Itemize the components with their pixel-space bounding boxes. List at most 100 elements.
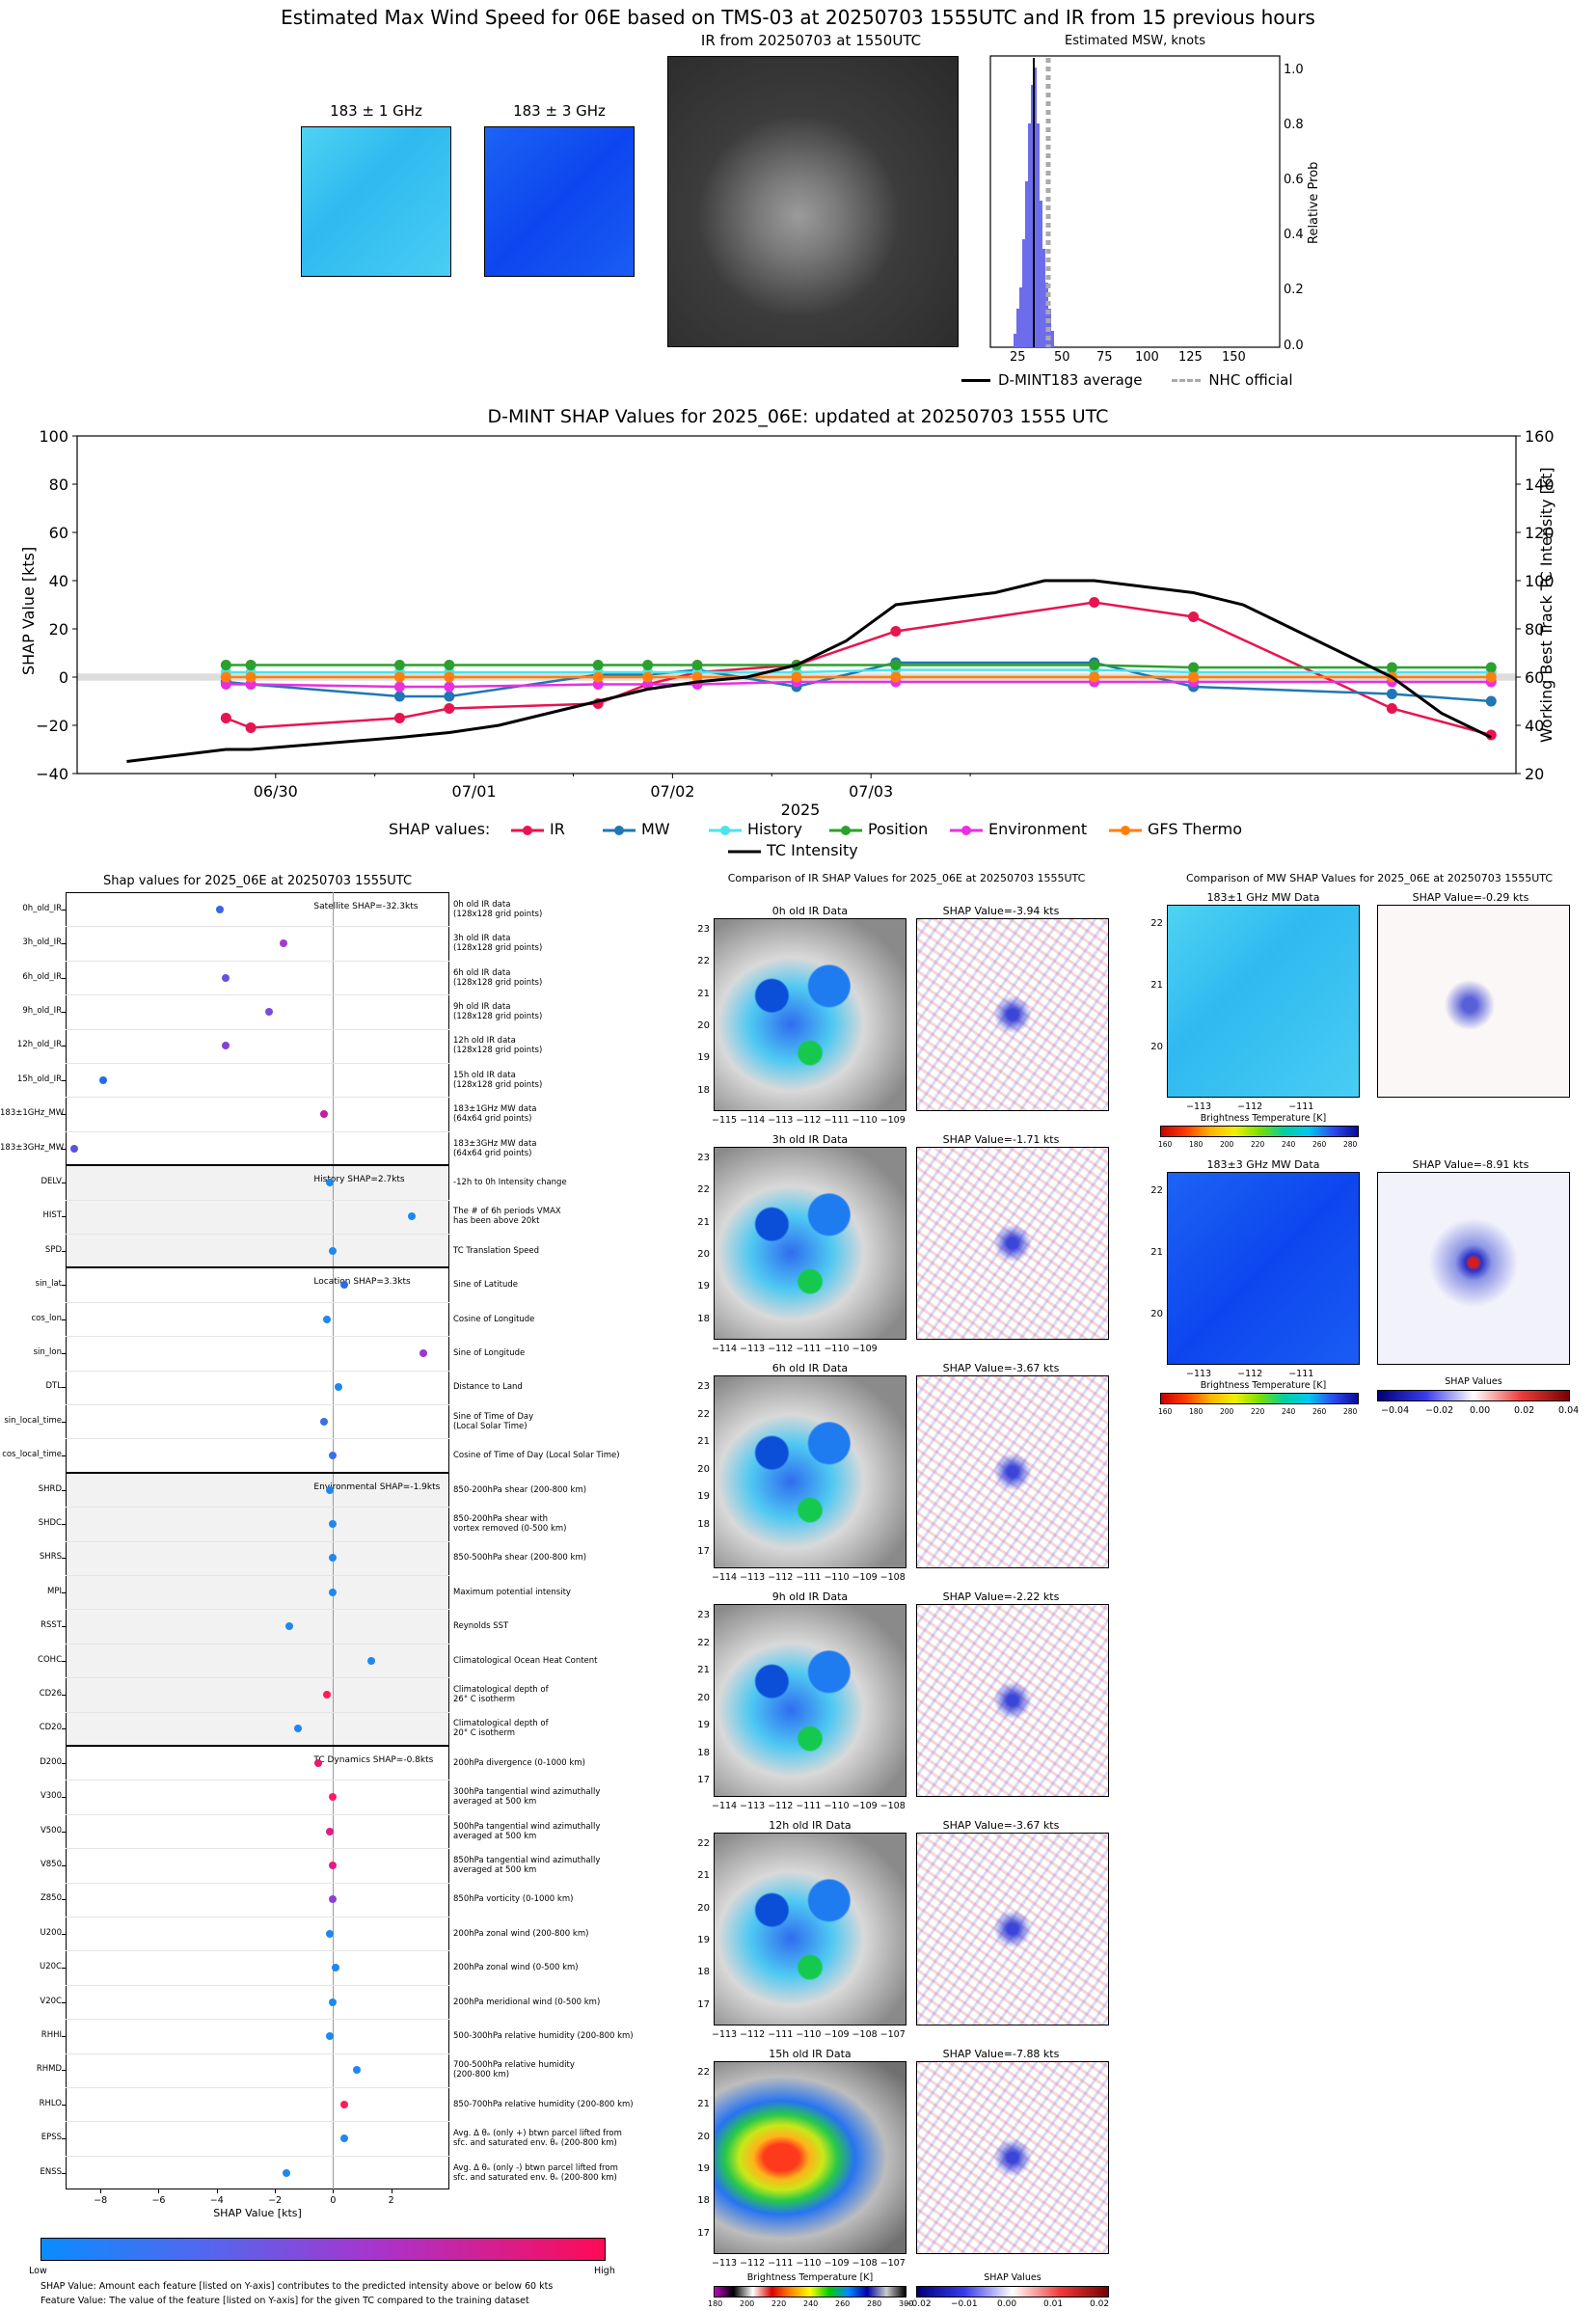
feature-tick: [62, 1250, 66, 1252]
series-point-ir: [393, 713, 405, 723]
feature-dot: [221, 1042, 230, 1050]
feature-dot: [329, 1554, 338, 1563]
ir-image: [667, 56, 959, 347]
feature-description: 183±1GHz MW data (64x64 grid points): [453, 1104, 537, 1125]
ir-shap-tick: 0.02: [1090, 2299, 1110, 2309]
feature-dot: [407, 1212, 416, 1221]
ir-ytick: 18: [697, 1967, 710, 1978]
feat-xlabel: SHAP Value [kts]: [213, 2207, 302, 2220]
ir-shap-image: [916, 1375, 1109, 1568]
feature-label: V300: [40, 1791, 62, 1802]
series-point-mw: [444, 691, 455, 702]
ts-plot-frame: [76, 435, 1517, 775]
row-gridline: [66, 1813, 449, 1815]
feature-label: DELV: [41, 1176, 62, 1186]
feature-description: 12h old IR data (128x128 grid points): [453, 1036, 543, 1056]
feature-label: DTL: [45, 1381, 62, 1392]
mw-shap-tick: −0.02: [1425, 1405, 1454, 1416]
ir-ytick: 19: [697, 1935, 710, 1945]
mw-data-image: [1167, 905, 1360, 1098]
ir-ytick: 18: [697, 2195, 710, 2207]
feature-dot: [329, 1246, 338, 1255]
mw-row-label: 183±1 GHz MW Data: [1206, 891, 1320, 904]
series-point-environment: [393, 681, 405, 693]
feature-dot: [221, 973, 230, 982]
ir-row-label: 0h old IR Data: [771, 905, 849, 917]
feature-description: 850hPa vorticity (0-1000 km): [453, 1894, 574, 1905]
row-gridline: [66, 1540, 449, 1542]
ir-ytick: 21: [697, 1436, 710, 1448]
ir-ytick: 18: [697, 1313, 710, 1324]
ir-xticks: −114 −113 −112 −111 −110 −109 −108: [712, 1801, 906, 1811]
ir-ytick: 22: [697, 1408, 710, 1420]
feature-tick: [62, 1660, 66, 1662]
series-point-position: [592, 660, 604, 670]
feature-dot: [294, 1725, 303, 1733]
feature-label: 183±3GHz_MW: [0, 1142, 65, 1153]
feature-label: 15h_old_IR: [16, 1074, 62, 1084]
legend-item: Position: [829, 820, 928, 838]
legend-label: Environment: [988, 820, 1088, 838]
feature-label: U200: [40, 1927, 62, 1938]
ir-ytick: 19: [697, 1491, 710, 1503]
row-gridline: [66, 2053, 449, 2054]
feat-xtick-label: 0: [330, 2195, 337, 2207]
ir-ytick: 19: [697, 1281, 710, 1292]
ir-ytick: 20: [697, 1463, 710, 1475]
feature-description: Distance to Land: [453, 1382, 523, 1393]
series-point-position: [691, 660, 703, 670]
feature-tick: [62, 1046, 66, 1047]
ir-row-label: 9h old IR Data: [771, 1591, 849, 1603]
ir-shap-value: SHAP Value=-7.88 kts: [942, 2048, 1060, 2060]
ir-ytick: 23: [697, 1381, 710, 1392]
legend-item: MW: [603, 820, 670, 838]
ts-xtick-label: 07/02: [650, 782, 694, 801]
legend-item: Environment: [950, 820, 1087, 838]
feature-description: Reynolds SST: [453, 1621, 509, 1632]
row-gridline: [66, 2121, 449, 2123]
hist-ytick: 0.8: [1284, 118, 1304, 132]
row-gridline: [66, 1370, 449, 1372]
feature-dot: [326, 2031, 335, 2040]
mw-bt-tick: 240: [1282, 1407, 1296, 1416]
feature-label: cos_local_time: [2, 1450, 62, 1460]
feat-xtick-label: 2: [388, 2195, 394, 2207]
ts-ytick-label: −40: [36, 765, 68, 783]
feature-description: Cosine of Time of Day (Local Solar Time): [453, 1451, 620, 1461]
row-gridline: [66, 1507, 449, 1509]
mw-bt-tick: 240: [1282, 1140, 1296, 1149]
legend-label: History: [747, 820, 802, 838]
feature-tick: [62, 1421, 66, 1423]
feature-dot: [314, 1758, 323, 1767]
ts-y2tick-label: 100: [1525, 572, 1555, 590]
ir-ytick: 17: [697, 2227, 710, 2239]
ir-bt-tick: 300: [899, 2299, 914, 2308]
feature-label: sin_lon: [33, 1346, 62, 1357]
ts-ytick-label: 40: [49, 572, 68, 590]
feature-label: V850: [40, 1859, 62, 1869]
mw-bt-tick: 220: [1251, 1407, 1265, 1416]
ir-shap-value: SHAP Value=-2.22 kts: [942, 1591, 1060, 1603]
hist-xtick: 25: [1010, 350, 1026, 365]
ir-shap-tick: 0.01: [1043, 2299, 1064, 2309]
ir-ytick: 18: [697, 1518, 710, 1530]
row-gridline: [66, 1711, 449, 1713]
feature-tick: [62, 977, 66, 979]
ir-data-image: [714, 1604, 906, 1797]
mw-shap-value: SHAP Value=-0.29 kts: [1412, 891, 1529, 904]
ir-ytick: 17: [697, 1998, 710, 2010]
hist-xtick: 50: [1054, 350, 1070, 365]
mw-shap-value: SHAP Value=-8.91 kts: [1412, 1158, 1529, 1171]
row-gridline: [66, 960, 449, 962]
hist-xtick: 125: [1178, 350, 1203, 365]
ir-ytick: 23: [697, 1610, 710, 1620]
feature-label: CD20: [39, 1723, 62, 1733]
feature-description: 15h old IR data (128x128 grid points): [453, 1070, 543, 1090]
feature-description: Avg. Δ θₑ (only -) btwn parcel lifted fr…: [453, 2162, 618, 2183]
feature-dot: [335, 1383, 343, 1392]
ir-bt-tick: 280: [867, 2299, 882, 2308]
feature-description: Avg. Δ θₑ (only +) btwn parcel lifted fr…: [453, 2129, 622, 2149]
feat-xtick-label: −2: [268, 2195, 283, 2207]
legend-item: TC Intensity: [728, 841, 858, 859]
series-point-position: [1089, 660, 1100, 670]
